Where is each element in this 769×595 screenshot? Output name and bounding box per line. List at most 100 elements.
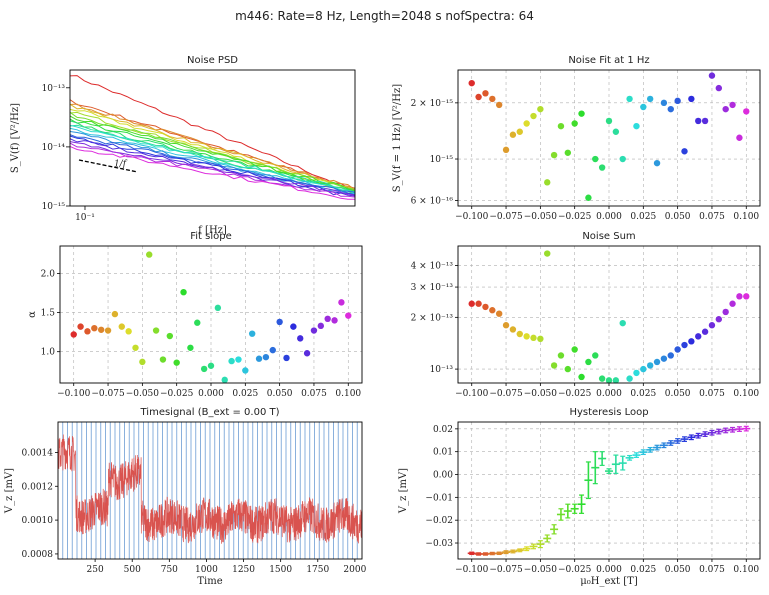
data-point bbox=[653, 358, 661, 366]
x-axis-label: f [Hz] bbox=[198, 225, 227, 236]
y-tick-label: 10⁻¹⁵ bbox=[42, 202, 66, 212]
data-point bbox=[633, 122, 640, 130]
data-point bbox=[729, 101, 736, 109]
data-point bbox=[708, 322, 716, 329]
data-point bbox=[77, 323, 84, 330]
data-point bbox=[619, 319, 626, 327]
x-tick-label: 0.075 bbox=[301, 389, 327, 399]
x-axis-label: Time bbox=[197, 576, 222, 587]
data-point bbox=[207, 362, 215, 369]
x-tick-label: 0.100 bbox=[733, 389, 759, 399]
data-point bbox=[578, 373, 585, 381]
y-axis-label: S_V(f) [V²/Hz] bbox=[10, 103, 21, 173]
data-point bbox=[152, 327, 160, 334]
data-point bbox=[736, 134, 743, 141]
data-point bbox=[317, 322, 325, 330]
y-tick-label: 4 × 10⁻¹³ bbox=[411, 262, 454, 272]
data-point bbox=[530, 112, 537, 120]
data-point bbox=[283, 354, 290, 362]
y-tick-label: −0.02 bbox=[425, 516, 453, 526]
data-point bbox=[523, 333, 530, 340]
plot-frame bbox=[457, 69, 761, 207]
data-point bbox=[475, 93, 482, 101]
x-tick-label: 0.025 bbox=[630, 389, 656, 399]
data-point bbox=[482, 90, 489, 97]
psd-series-line bbox=[69, 75, 356, 191]
plot-frame bbox=[69, 69, 356, 207]
y-tick-label: 2 × 10⁻¹⁵ bbox=[411, 99, 454, 109]
chart-title: Noise Fit at 1 Hz bbox=[568, 55, 649, 66]
y-tick-label: 0.0008 bbox=[22, 550, 54, 560]
data-point bbox=[509, 326, 517, 333]
y-tick-label: 1.5 bbox=[41, 309, 56, 319]
x-tick-label: 250 bbox=[87, 565, 104, 575]
data-point bbox=[530, 334, 537, 342]
psd-series-line bbox=[69, 127, 356, 195]
x-tick-label: −0.025 bbox=[558, 565, 592, 575]
data-point bbox=[111, 310, 119, 318]
data-point bbox=[235, 356, 242, 363]
chart-title: Timesignal (B_ext = 0.00 T) bbox=[140, 407, 280, 418]
psd-series-line bbox=[69, 145, 355, 200]
plot-frame bbox=[59, 245, 363, 384]
y-tick-label: 2 × 10⁻¹³ bbox=[411, 313, 454, 323]
x-tick-label: 1000 bbox=[195, 565, 218, 575]
data-point bbox=[571, 346, 578, 353]
y-tick-label: 0.0014 bbox=[22, 448, 54, 458]
data-point bbox=[626, 375, 633, 382]
data-point bbox=[557, 352, 565, 359]
data-point bbox=[482, 303, 489, 311]
data-point bbox=[667, 105, 674, 113]
data-point bbox=[695, 333, 702, 340]
data-point bbox=[544, 179, 551, 186]
y-tick-label: 0.01 bbox=[433, 448, 453, 458]
data-point bbox=[537, 335, 544, 343]
data-point bbox=[571, 120, 578, 127]
data-point bbox=[180, 288, 187, 296]
y-tick-label: 10⁻¹³ bbox=[42, 84, 66, 94]
data-point bbox=[297, 335, 304, 342]
y-axis-label: α bbox=[27, 311, 38, 318]
x-tick-label: 750 bbox=[161, 565, 178, 575]
y-tick-label: 6 × 10⁻¹⁶ bbox=[411, 196, 454, 206]
data-point bbox=[489, 307, 496, 314]
data-point bbox=[564, 149, 572, 156]
data-point bbox=[715, 84, 723, 92]
y-tick-label: 10⁻¹⁵ bbox=[430, 155, 454, 165]
data-point bbox=[139, 358, 146, 366]
x-tick-label: 0.075 bbox=[699, 212, 725, 222]
x-tick-label: −0.075 bbox=[489, 565, 523, 575]
x-tick-label: 0.075 bbox=[699, 565, 725, 575]
figure-suptitle: m446: Rate=8 Hz, Length=2048 s nofSpectr… bbox=[235, 9, 534, 23]
data-point bbox=[502, 322, 510, 329]
x-tick-label: −0.075 bbox=[489, 389, 523, 399]
x-tick-label: 0.000 bbox=[198, 389, 224, 399]
data-point bbox=[715, 316, 723, 323]
y-tick-label: 3 × 10⁻¹³ bbox=[411, 283, 454, 293]
x-tick-label: 0.025 bbox=[630, 565, 656, 575]
data-point bbox=[214, 304, 222, 312]
x-tick-label: −0.025 bbox=[160, 389, 194, 399]
x-tick-label: −0.100 bbox=[455, 389, 489, 399]
psd-series-line bbox=[69, 134, 356, 193]
data-point bbox=[242, 367, 249, 374]
data-point bbox=[331, 317, 338, 324]
x-tick-label: 0.050 bbox=[665, 565, 691, 575]
x-tick-label: 0.000 bbox=[596, 389, 622, 399]
x-tick-label: 2000 bbox=[343, 565, 366, 575]
data-point bbox=[255, 355, 263, 362]
y-axis-label: V_z [mV] bbox=[4, 468, 15, 514]
data-point bbox=[681, 148, 688, 155]
x-tick-label: 0.100 bbox=[733, 212, 759, 222]
data-point bbox=[468, 79, 475, 87]
x-tick-label: −0.050 bbox=[126, 389, 160, 399]
y-tick-label: 0.00 bbox=[433, 471, 453, 481]
data-point bbox=[612, 377, 620, 384]
data-point bbox=[221, 376, 228, 384]
x-tick-label: −0.050 bbox=[524, 212, 558, 222]
data-point bbox=[303, 350, 311, 357]
x-tick-label: 0.075 bbox=[699, 389, 725, 399]
data-point bbox=[640, 365, 647, 373]
data-point bbox=[640, 103, 647, 111]
psd-series-line bbox=[69, 142, 356, 198]
